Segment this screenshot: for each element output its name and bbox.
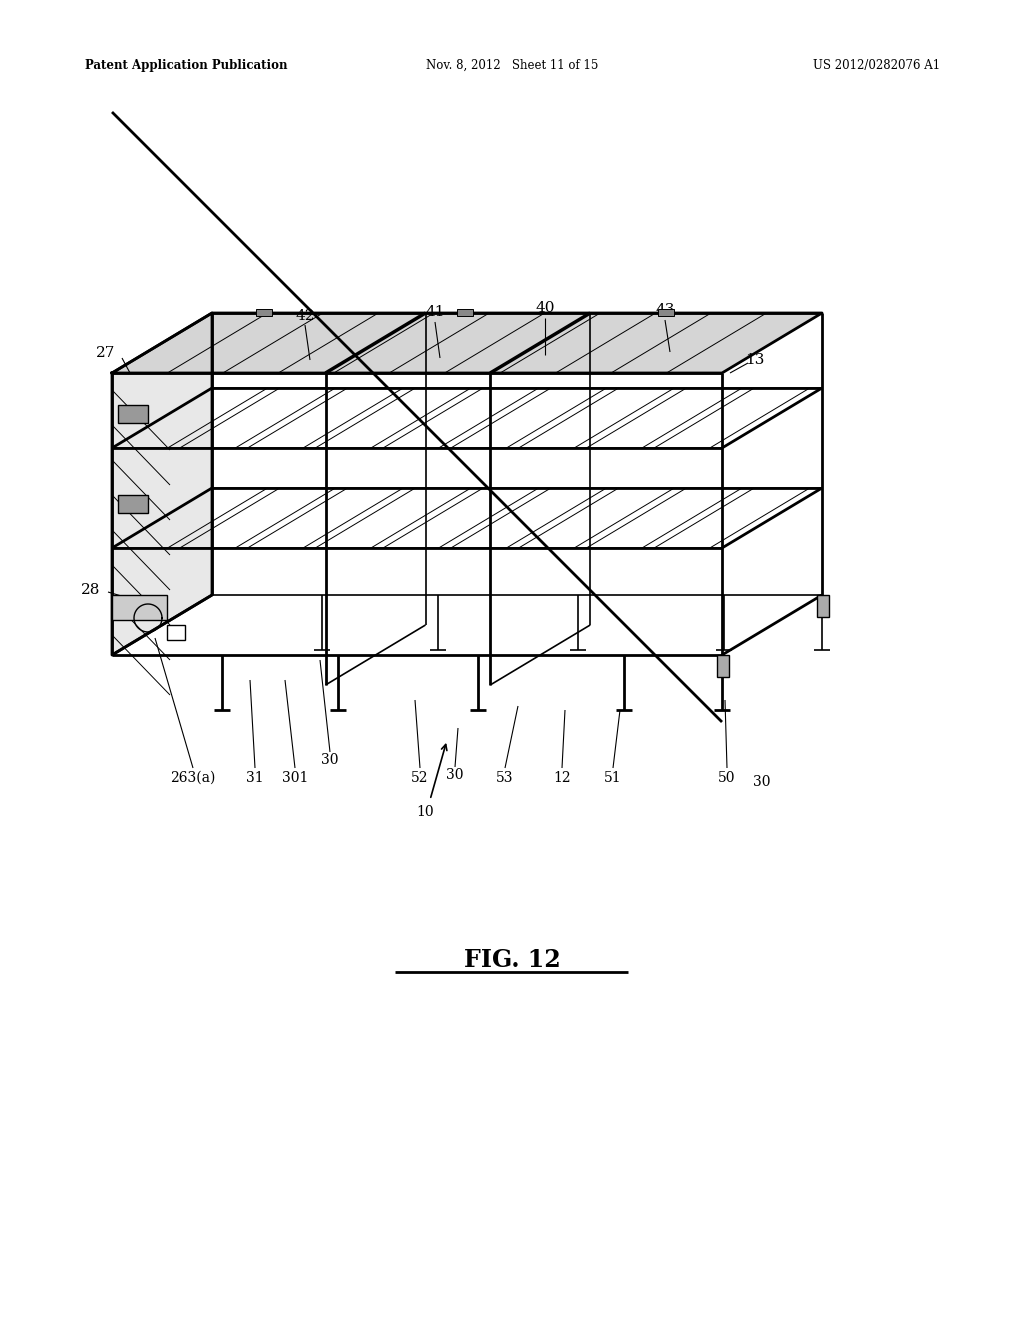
Bar	[167, 624, 185, 640]
Text: Patent Application Publication: Patent Application Publication	[85, 58, 288, 71]
Text: FIG. 12: FIG. 12	[464, 948, 560, 972]
Text: 30: 30	[446, 768, 464, 781]
Bar	[457, 309, 473, 315]
Text: 12: 12	[553, 771, 570, 785]
Text: 30: 30	[322, 752, 339, 767]
Text: 31: 31	[246, 771, 264, 785]
Bar	[256, 309, 271, 315]
Text: 263(a): 263(a)	[170, 771, 216, 785]
Text: 13: 13	[745, 352, 765, 367]
Text: 30: 30	[754, 775, 771, 789]
FancyBboxPatch shape	[118, 405, 148, 422]
Text: 28: 28	[81, 583, 100, 597]
Bar	[112, 595, 167, 620]
Bar	[717, 655, 729, 677]
Text: 27: 27	[95, 346, 115, 360]
Text: 51: 51	[604, 771, 622, 785]
Text: 40: 40	[536, 301, 555, 315]
Text: 43: 43	[655, 304, 675, 317]
Text: 10: 10	[416, 805, 434, 818]
Text: 52: 52	[412, 771, 429, 785]
Text: US 2012/0282076 A1: US 2012/0282076 A1	[813, 58, 940, 71]
Text: 50: 50	[718, 771, 736, 785]
Text: 53: 53	[497, 771, 514, 785]
Text: 41: 41	[425, 305, 444, 319]
Text: 301: 301	[282, 771, 308, 785]
Text: 42: 42	[295, 309, 314, 323]
Polygon shape	[112, 313, 212, 655]
Bar	[817, 595, 829, 616]
Polygon shape	[112, 313, 822, 374]
Bar	[658, 309, 674, 315]
Text: Nov. 8, 2012   Sheet 11 of 15: Nov. 8, 2012 Sheet 11 of 15	[426, 58, 598, 71]
FancyBboxPatch shape	[118, 495, 148, 513]
